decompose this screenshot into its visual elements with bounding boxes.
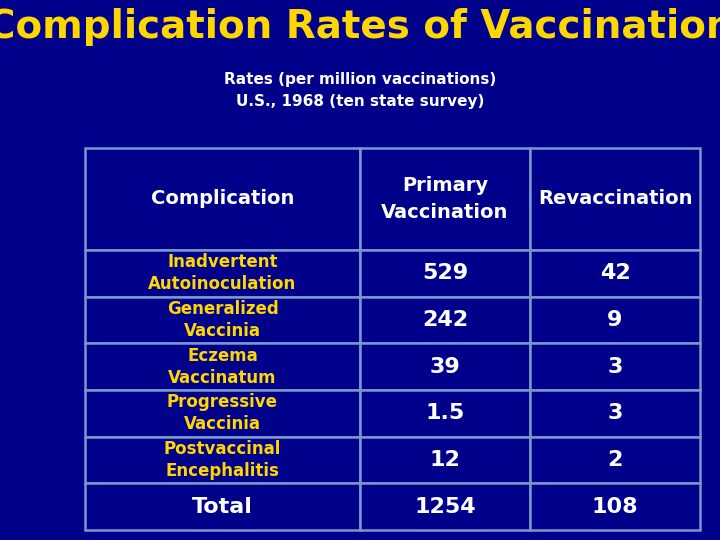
Text: 529: 529 (422, 264, 468, 284)
Bar (85, 343, 360, 390)
Bar (530, 250, 700, 296)
Text: 1.5: 1.5 (426, 403, 464, 423)
Text: 3: 3 (607, 403, 623, 423)
Bar (360, 250, 530, 296)
Text: 12: 12 (430, 450, 460, 470)
Text: Eczema
Vaccinatum: Eczema Vaccinatum (168, 347, 276, 387)
Bar (360, 390, 530, 437)
Bar (85, 148, 360, 250)
Text: 242: 242 (422, 310, 468, 330)
Text: Rates (per million vaccinations)
U.S., 1968 (ten state survey): Rates (per million vaccinations) U.S., 1… (224, 72, 496, 109)
Bar (85, 483, 360, 530)
Bar (360, 343, 530, 390)
Bar (530, 390, 700, 437)
Text: 9: 9 (607, 310, 623, 330)
Bar (360, 148, 530, 250)
Text: Inadvertent
Autoinoculation: Inadvertent Autoinoculation (148, 253, 297, 293)
Text: Complication: Complication (150, 190, 294, 208)
Bar (530, 437, 700, 483)
Text: 39: 39 (430, 356, 460, 377)
Bar (530, 148, 700, 250)
Bar (530, 343, 700, 390)
Bar (360, 296, 530, 343)
Text: Total: Total (192, 497, 253, 517)
Bar (360, 483, 530, 530)
Bar (530, 296, 700, 343)
Text: Primary
Vaccination: Primary Vaccination (382, 176, 509, 222)
Text: 1254: 1254 (414, 497, 476, 517)
Bar (85, 390, 360, 437)
Text: Revaccination: Revaccination (538, 190, 692, 208)
Bar (530, 483, 700, 530)
Text: Generalized
Vaccinia: Generalized Vaccinia (166, 300, 279, 340)
Bar (85, 437, 360, 483)
Bar (360, 437, 530, 483)
Bar (85, 296, 360, 343)
Bar (85, 250, 360, 296)
Text: 108: 108 (592, 497, 639, 517)
Text: Postvaccinal
Encephalitis: Postvaccinal Encephalitis (164, 440, 282, 480)
Text: 42: 42 (600, 264, 631, 284)
Text: 3: 3 (607, 356, 623, 377)
Text: Complication Rates of Vaccination: Complication Rates of Vaccination (0, 8, 720, 46)
Text: 2: 2 (607, 450, 623, 470)
Text: Progressive
Vaccinia: Progressive Vaccinia (167, 393, 278, 434)
